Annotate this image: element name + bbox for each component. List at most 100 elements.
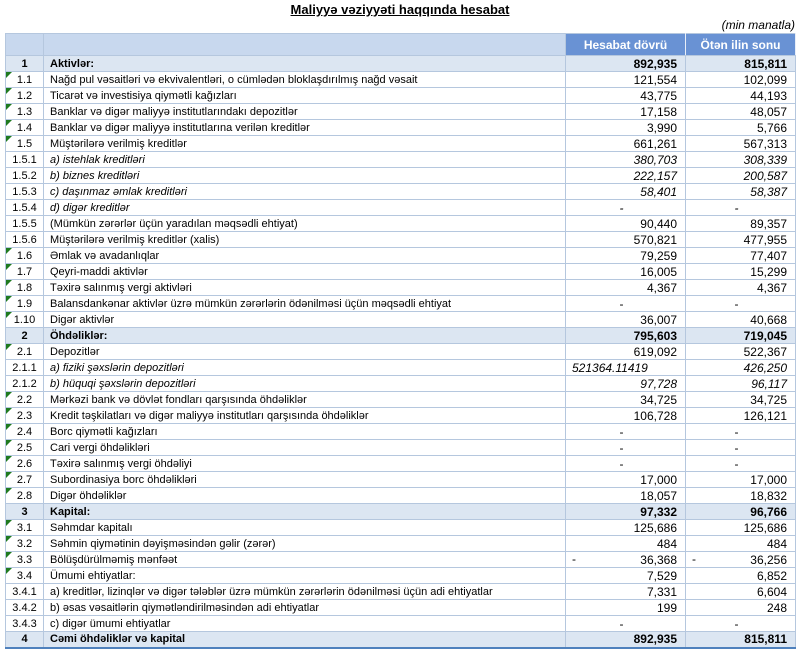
row-label-cell[interactable]: Nağd pul vəsaitləri və ekvivalentləri, o… — [43, 71, 566, 88]
row-number-cell[interactable]: 2 — [5, 327, 44, 344]
previous-period-value-cell[interactable]: 18,832 — [685, 487, 796, 504]
previous-period-value-cell[interactable]: 815,811 — [685, 631, 796, 649]
previous-period-value-cell[interactable]: 34,725 — [685, 391, 796, 408]
header-cell-number-column[interactable] — [5, 33, 44, 56]
row-label-cell[interactable]: Ümumi ehtiyatlar: — [43, 567, 566, 584]
row-number-cell[interactable]: 1.5.2 — [5, 167, 44, 184]
row-label-cell[interactable]: c) daşınmaz əmlak kreditləri — [43, 183, 566, 200]
row-number-cell[interactable]: 1.8 — [5, 279, 44, 296]
row-number-cell[interactable]: 1.5.6 — [5, 231, 44, 248]
row-label-cell[interactable]: Öhdəliklər: — [43, 327, 566, 344]
row-label-cell[interactable]: Səhmin qiymətinin dəyişməsindən gəlir (z… — [43, 535, 566, 552]
row-label-cell[interactable]: Müştərilərə verilmiş kreditlər (xalis) — [43, 231, 566, 248]
previous-period-value-cell[interactable]: 6,852 — [685, 567, 796, 584]
row-label-cell[interactable]: Səhmdar kapitalı — [43, 519, 566, 536]
current-period-value-cell[interactable]: 121,554 — [565, 71, 686, 88]
current-period-value-cell[interactable]: 199 — [565, 599, 686, 616]
current-period-value-cell[interactable]: - — [565, 423, 686, 440]
row-number-cell[interactable]: 2.8 — [5, 487, 44, 504]
row-label-cell[interactable]: Bölüşdürülməmiş mənfəət — [43, 551, 566, 568]
row-number-cell[interactable]: 2.2 — [5, 391, 44, 408]
current-period-value-cell[interactable]: 58,401 — [565, 183, 686, 200]
header-cell-previous-period[interactable]: Ötən ilin sonu — [685, 33, 796, 56]
row-number-cell[interactable]: 1 — [5, 55, 44, 72]
row-label-cell[interactable]: Banklar və digər maliyyə institutlarına … — [43, 119, 566, 136]
current-period-value-cell[interactable]: 97,728 — [565, 375, 686, 392]
previous-period-value-cell[interactable]: - 36,256 — [685, 551, 796, 568]
row-label-cell[interactable]: Digər öhdəliklər — [43, 487, 566, 504]
previous-period-value-cell[interactable]: 815,811 — [685, 55, 796, 72]
row-number-cell[interactable]: 2.1.2 — [5, 375, 44, 392]
previous-period-value-cell[interactable]: 484 — [685, 535, 796, 552]
row-label-cell[interactable]: a) kreditlər, lizinqlər və digər tələblə… — [43, 583, 566, 600]
row-number-cell[interactable]: 2.7 — [5, 471, 44, 488]
current-period-value-cell[interactable]: 7,331 — [565, 583, 686, 600]
current-period-value-cell[interactable]: 892,935 — [565, 631, 686, 649]
previous-period-value-cell[interactable]: 308,339 — [685, 151, 796, 168]
previous-period-value-cell[interactable]: 567,313 — [685, 135, 796, 152]
row-label-cell[interactable]: Subordinasiya borc öhdəlikləri — [43, 471, 566, 488]
current-period-value-cell[interactable]: 106,728 — [565, 407, 686, 424]
row-label-cell[interactable]: c) digər ümumi ehtiyatlar — [43, 615, 566, 632]
row-number-cell[interactable]: 3.4 — [5, 567, 44, 584]
row-label-cell[interactable]: Aktivlər: — [43, 55, 566, 72]
row-number-cell[interactable]: 3 — [5, 503, 44, 520]
previous-period-value-cell[interactable]: 15,299 — [685, 263, 796, 280]
current-period-value-cell[interactable]: 7,529 — [565, 567, 686, 584]
current-period-value-cell[interactable]: 18,057 — [565, 487, 686, 504]
row-number-cell[interactable]: 3.4.2 — [5, 599, 44, 616]
row-label-cell[interactable]: Ticarət və investisiya qiymətli kağızlar… — [43, 87, 566, 104]
row-label-cell[interactable]: Depozitlər — [43, 343, 566, 360]
current-period-value-cell[interactable]: 125,686 — [565, 519, 686, 536]
row-number-cell[interactable]: 1.2 — [5, 87, 44, 104]
previous-period-value-cell[interactable]: 719,045 — [685, 327, 796, 344]
row-number-cell[interactable]: 4 — [5, 631, 44, 649]
row-number-cell[interactable]: 1.10 — [5, 311, 44, 328]
current-period-value-cell[interactable]: - 36,368 — [565, 551, 686, 568]
previous-period-value-cell[interactable]: 126,121 — [685, 407, 796, 424]
current-period-value-cell[interactable]: 16,005 — [565, 263, 686, 280]
current-period-value-cell[interactable]: - — [565, 455, 686, 472]
row-label-cell[interactable]: Kapital: — [43, 503, 566, 520]
previous-period-value-cell[interactable]: 40,668 — [685, 311, 796, 328]
previous-period-value-cell[interactable]: 96,117 — [685, 375, 796, 392]
row-number-cell[interactable]: 2.1 — [5, 343, 44, 360]
previous-period-value-cell[interactable]: - — [685, 199, 796, 216]
row-label-cell[interactable]: (Mümkün zərərlər üçün yaradılan məqsədli… — [43, 215, 566, 232]
row-label-cell[interactable]: d) digər kreditlər — [43, 199, 566, 216]
current-period-value-cell[interactable]: 380,703 — [565, 151, 686, 168]
row-label-cell[interactable]: b) əsas vəsaitlərin qiymətləndirilməsind… — [43, 599, 566, 616]
row-label-cell[interactable]: Cari vergi öhdəlikləri — [43, 439, 566, 456]
current-period-value-cell[interactable]: 661,261 — [565, 135, 686, 152]
previous-period-value-cell[interactable]: 522,367 — [685, 343, 796, 360]
row-number-cell[interactable]: 1.6 — [5, 247, 44, 264]
current-period-value-cell[interactable]: 34,725 — [565, 391, 686, 408]
row-label-cell[interactable]: Müştərilərə verilmiş kreditlər — [43, 135, 566, 152]
current-period-value-cell[interactable]: - — [565, 199, 686, 216]
row-number-cell[interactable]: 2.5 — [5, 439, 44, 456]
current-period-value-cell[interactable]: 17,158 — [565, 103, 686, 120]
previous-period-value-cell[interactable]: - — [685, 295, 796, 312]
previous-period-value-cell[interactable]: 102,099 — [685, 71, 796, 88]
previous-period-value-cell[interactable]: 426,250 — [685, 359, 796, 376]
previous-period-value-cell[interactable]: - — [685, 455, 796, 472]
previous-period-value-cell[interactable]: - — [685, 615, 796, 632]
row-label-cell[interactable]: Cəmi öhdəliklər və kapital — [43, 631, 566, 649]
row-label-cell[interactable]: b) biznes kreditləri — [43, 167, 566, 184]
row-label-cell[interactable]: Təxirə salınmış vergi aktivləri — [43, 279, 566, 296]
current-period-value-cell[interactable]: 222,157 — [565, 167, 686, 184]
row-label-cell[interactable]: Mərkəzi bank və dövlət fondları qarşısın… — [43, 391, 566, 408]
row-label-cell[interactable]: Təxirə salınmış vergi öhdəliyi — [43, 455, 566, 472]
current-period-value-cell[interactable]: 79,259 — [565, 247, 686, 264]
row-label-cell[interactable]: a) fiziki şəxslərin depozitləri — [43, 359, 566, 376]
row-label-cell[interactable]: a) istehlak kreditləri — [43, 151, 566, 168]
row-number-cell[interactable]: 3.3 — [5, 551, 44, 568]
row-number-cell[interactable]: 1.4 — [5, 119, 44, 136]
row-number-cell[interactable]: 1.3 — [5, 103, 44, 120]
previous-period-value-cell[interactable]: 77,407 — [685, 247, 796, 264]
row-number-cell[interactable]: 1.1 — [5, 71, 44, 88]
current-period-value-cell[interactable]: 43,775 — [565, 87, 686, 104]
current-period-value-cell[interactable]: 521364.11419 — [565, 359, 686, 376]
row-label-cell[interactable]: Balansdankənar aktivlər üzrə mümkün zərə… — [43, 295, 566, 312]
current-period-value-cell[interactable]: 4,367 — [565, 279, 686, 296]
